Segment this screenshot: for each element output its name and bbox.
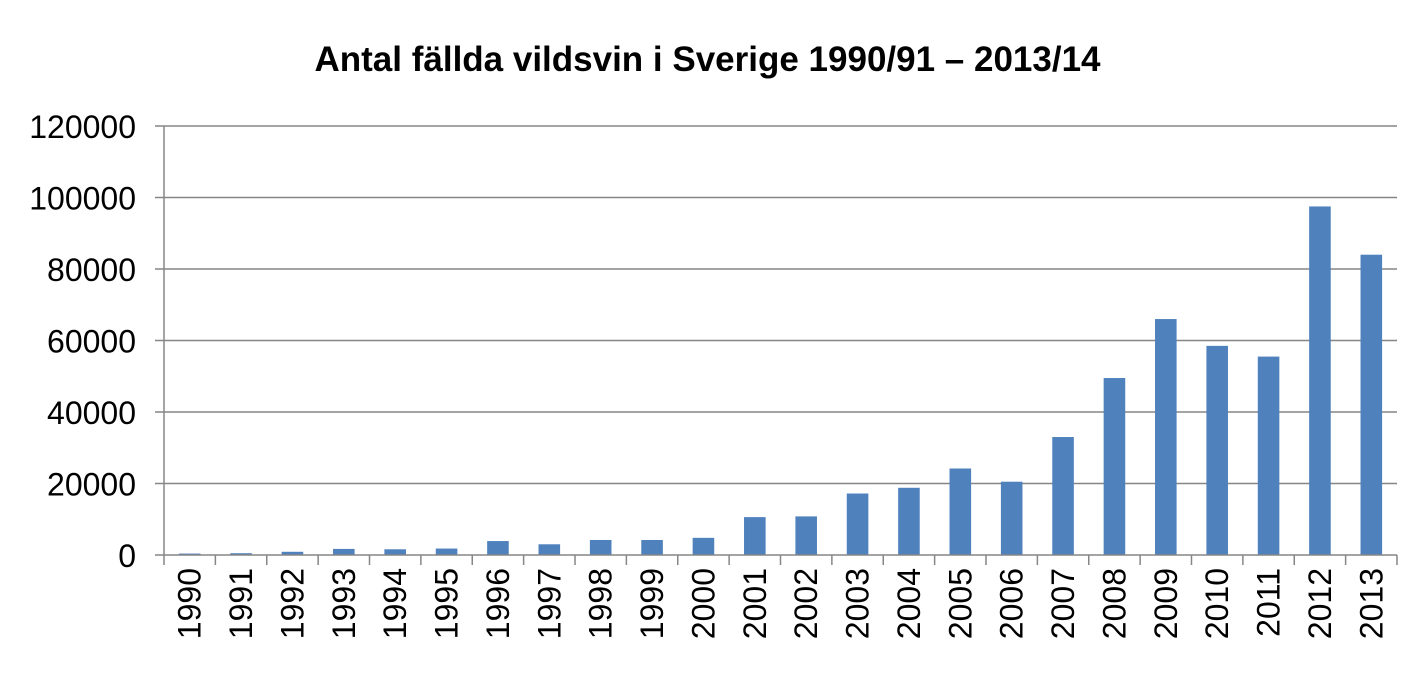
bar xyxy=(641,539,663,555)
x-tick-label: 2007 xyxy=(1045,568,1081,639)
bar xyxy=(589,539,612,555)
x-tick-label: 1992 xyxy=(274,568,310,639)
bar xyxy=(1052,437,1074,555)
bar xyxy=(1257,356,1280,555)
x-tick-label: 2003 xyxy=(840,568,876,639)
x-tick-label: 2008 xyxy=(1096,568,1132,639)
x-tick-label: 2011 xyxy=(1251,568,1287,637)
bar xyxy=(487,541,509,555)
bar xyxy=(333,548,355,555)
bar xyxy=(538,544,561,555)
y-tick-label: 0 xyxy=(118,538,136,574)
y-tick-label: 120000 xyxy=(29,109,136,145)
x-tick-label: 1990 xyxy=(172,568,208,639)
x-tick-label: 1995 xyxy=(429,568,465,639)
y-tick-label: 40000 xyxy=(47,395,136,431)
y-tick-label: 20000 xyxy=(47,467,136,503)
x-tick-label: 1999 xyxy=(634,568,670,639)
y-tick-label: 80000 xyxy=(47,252,136,288)
bar xyxy=(898,487,920,555)
bar xyxy=(435,548,458,555)
bar xyxy=(846,493,869,555)
y-tick-label: 60000 xyxy=(47,324,136,360)
x-tick-label: 2004 xyxy=(891,568,927,639)
x-tick-label: 1996 xyxy=(480,568,516,639)
y-tick-label: 100000 xyxy=(29,181,136,217)
x-tick-label: 1994 xyxy=(377,568,413,639)
x-tick-label: 1998 xyxy=(583,568,619,639)
bar xyxy=(1000,481,1023,555)
chart-title: Antal fällda vildsvin i Sverige 1990/91 … xyxy=(314,40,1101,79)
bar xyxy=(281,551,304,555)
x-tick-label: 2001 xyxy=(737,568,773,639)
x-tick-label: 2005 xyxy=(942,568,978,639)
bar xyxy=(1360,254,1383,555)
bar xyxy=(692,537,715,555)
x-tick-label: 2009 xyxy=(1148,568,1184,639)
x-tick-label: 2002 xyxy=(788,568,824,639)
x-tick-label: 1997 xyxy=(531,568,567,639)
x-tick-label: 2006 xyxy=(994,568,1030,639)
x-tick-label: 2000 xyxy=(685,568,721,639)
bar xyxy=(1309,206,1331,555)
bar xyxy=(1206,345,1228,555)
bar xyxy=(384,549,406,555)
bar xyxy=(795,516,817,555)
bar xyxy=(1155,319,1177,555)
x-tick-label: 1991 xyxy=(223,568,259,639)
bar xyxy=(949,468,972,555)
x-tick-label: 2010 xyxy=(1199,568,1235,639)
bar xyxy=(1103,378,1126,555)
bar xyxy=(744,517,766,555)
x-tick-label: 2013 xyxy=(1353,568,1389,639)
bar xyxy=(230,553,252,555)
x-tick-label: 1993 xyxy=(326,568,362,639)
x-tick-label: 2012 xyxy=(1302,568,1338,639)
